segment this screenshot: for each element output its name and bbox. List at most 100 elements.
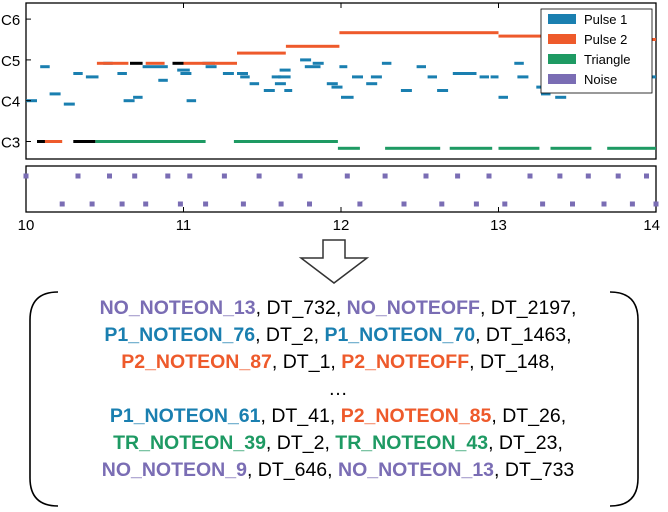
y-tick-label-C6: C6	[1, 12, 20, 29]
noise-hit-9	[177, 201, 183, 207]
pulse1-note-51	[555, 95, 567, 99]
noise-hit-10	[187, 173, 193, 179]
noise-hit-1	[59, 201, 65, 207]
pulse1-note-9	[133, 95, 143, 99]
triangle-note-0	[95, 140, 206, 143]
pulse1-note-0	[26, 99, 37, 103]
pulse1-note-29	[312, 61, 324, 65]
pulse1-note-17	[222, 72, 234, 75]
noise-hit-11	[203, 201, 209, 207]
noise-hit-28	[527, 173, 533, 179]
pulse1-note-31	[331, 85, 343, 89]
noise-hit-36	[644, 173, 649, 179]
x-tick-label-13: 13	[490, 217, 507, 234]
noise-hit-23	[439, 201, 445, 207]
pulse1-event-token: P1_NOTEON_76	[104, 324, 256, 346]
token-line: P1_NOTEON_61, DT_41, P2_NOTEON_85, DT_26…	[30, 404, 646, 428]
noise-hit-24	[455, 173, 461, 179]
noise-hit-22	[423, 173, 429, 179]
pulse2-note-6	[339, 31, 499, 35]
pulse2-event-token: P2_NOTEOFF	[341, 351, 470, 373]
noise-hit-7	[143, 201, 149, 207]
pulse1-note-5	[85, 75, 99, 79]
legend-label-pulse1: Pulse 1	[584, 12, 627, 27]
x-tick-label-12: 12	[333, 217, 350, 234]
down-arrow-icon	[298, 239, 370, 284]
pulse1-note-34	[352, 75, 363, 79]
pulse1-note-19	[240, 75, 250, 79]
pulse1-note-39	[416, 65, 426, 69]
pulse1-note-49	[536, 85, 545, 89]
pulse1-note-38	[400, 89, 412, 92]
x-tick-label-14: 14	[643, 217, 660, 234]
triangle-note-6	[550, 146, 592, 150]
right-bracket	[609, 291, 639, 507]
pulse1-note-23	[274, 82, 286, 86]
x-tick-label-10: 10	[18, 217, 35, 234]
delta-time-token: , DT_23,	[488, 432, 563, 454]
triangle-note-7	[607, 146, 656, 150]
y-tick-label-C5: C5	[1, 53, 20, 70]
noise-hit-34	[615, 173, 621, 179]
noise-hit-5	[119, 201, 125, 207]
token-line: …	[30, 377, 646, 401]
noise-event-token: NO_NOTEON_13	[99, 297, 256, 319]
noise-event-token: NO_NOTEON_13	[337, 459, 495, 481]
pulse1-note-12	[177, 68, 190, 72]
pulse1-note-26	[284, 89, 293, 92]
noise-hit-12	[221, 173, 227, 179]
noise-hit-26	[486, 173, 492, 179]
y-axis: C3 C4 C5 C6	[1, 12, 31, 152]
pulse1-note-8	[123, 99, 135, 103]
pulse1-note-32	[339, 65, 348, 69]
delta-time-token: , DT_732,	[255, 297, 347, 319]
token-line: NO_NOTEON_9, DT_646, NO_NOTEON_13, DT_73…	[30, 458, 646, 482]
pulse1-note-30	[326, 82, 338, 86]
delta-time-token: , DT_26,	[491, 405, 567, 427]
noise-hit-31	[570, 201, 575, 207]
noise-hit-14	[256, 173, 262, 179]
pulse1-note-3	[63, 102, 75, 106]
noise-hit-16	[297, 173, 303, 179]
noise-event-token: NO_NOTEOFF	[346, 297, 480, 319]
pulse1-note-48	[517, 75, 529, 79]
overlap-note-2	[130, 61, 143, 65]
y-tick-label-C3: C3	[1, 135, 20, 152]
noise-hit-17	[307, 201, 312, 207]
delta-time-token: , DT_1,	[271, 351, 342, 373]
delta-time-token: , DT_646,	[246, 459, 338, 481]
noise-hit-27	[502, 201, 508, 207]
legend-swatch-noise	[548, 74, 576, 84]
legend-swatch-pulse2	[548, 34, 576, 44]
pulse1-note-1	[40, 65, 50, 69]
piano-roll-plot: C3 C4 C5 C6 Pulse 1 Pulse 2 Triangle Noise	[1, 2, 657, 160]
token-line: P1_NOTEON_76, DT_2, P1_NOTEON_70, DT_146…	[30, 323, 646, 347]
pulse1-note-20	[249, 82, 260, 86]
pulse1-note-2	[49, 92, 61, 96]
noise-plot	[23, 165, 659, 213]
pulse1-note-45	[490, 75, 499, 79]
noise-hit-6	[132, 173, 138, 179]
noise-hit-21	[401, 201, 407, 207]
pulse1-note-37	[381, 61, 392, 65]
pulse1-note-7	[117, 72, 127, 75]
triangle-event-token: TR_NOTEON_39	[113, 432, 266, 454]
pulse2-note-1	[96, 61, 129, 65]
triangle-note-2	[337, 146, 360, 150]
noise-hit-30	[557, 173, 563, 179]
pulse1-event-token: P1_NOTEON_70	[324, 324, 476, 346]
legend-swatch-pulse1	[548, 14, 576, 24]
noise-hit-2	[75, 173, 81, 179]
delta-time-token: , DT_2,	[265, 432, 336, 454]
pulse1-note-16	[205, 65, 217, 69]
noise-layer	[23, 173, 659, 207]
token-line: NO_NOTEON_13, DT_732, NO_NOTEOFF, DT_219…	[30, 296, 646, 320]
pulse2-note-3	[183, 61, 237, 65]
triangle-note-5	[498, 146, 540, 150]
noise-hit-37	[653, 201, 659, 207]
pulse2-note-2	[145, 61, 165, 65]
pulse1-note-50	[541, 92, 551, 96]
token-sequence: NO_NOTEON_13, DT_732, NO_NOTEOFF, DT_219…	[30, 288, 646, 510]
noise-hit-15	[278, 201, 284, 207]
